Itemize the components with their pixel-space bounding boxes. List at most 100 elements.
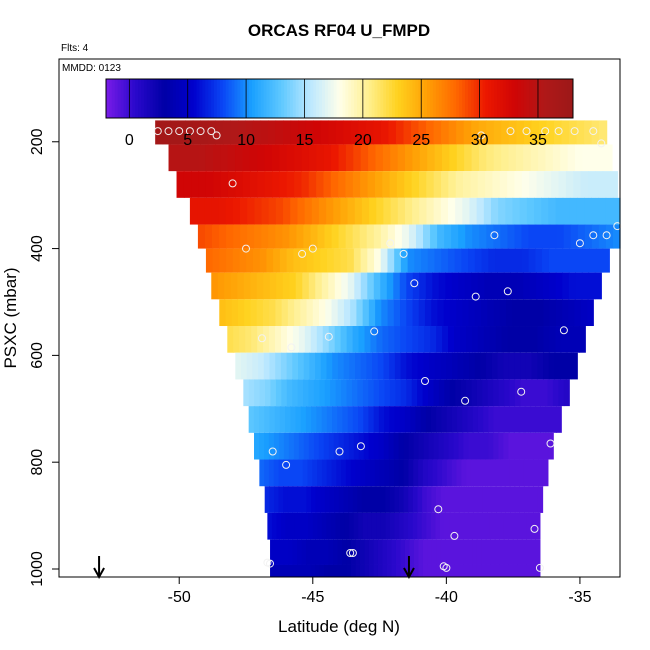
heat-cell bbox=[318, 432, 325, 460]
y-tick-label: 200 bbox=[29, 128, 46, 155]
colorbar-swatch bbox=[351, 79, 355, 118]
heat-cell bbox=[360, 144, 369, 172]
heat-cell bbox=[294, 171, 303, 198]
heat-cell bbox=[493, 224, 501, 249]
colorbar-swatch bbox=[240, 79, 244, 118]
heat-cell bbox=[271, 512, 278, 540]
heat-cell bbox=[427, 459, 434, 487]
heat-cell bbox=[446, 352, 453, 380]
heat-cell bbox=[347, 406, 354, 433]
heat-cell bbox=[515, 144, 524, 172]
obs-point bbox=[570, 127, 579, 136]
heat-cell bbox=[436, 326, 443, 353]
heat-cell bbox=[480, 459, 486, 487]
heat-cell bbox=[371, 512, 377, 540]
heat-cell bbox=[423, 352, 430, 380]
heat-cell bbox=[505, 197, 514, 225]
colorbar-swatch bbox=[284, 79, 288, 118]
heat-cell bbox=[275, 197, 284, 225]
heat-cell bbox=[548, 352, 556, 380]
heat-cell bbox=[306, 486, 312, 513]
heat-cell bbox=[197, 224, 206, 249]
heat-cell bbox=[321, 406, 328, 433]
heat-cell bbox=[556, 224, 565, 249]
heat-cell bbox=[474, 352, 481, 380]
heat-cell bbox=[493, 120, 502, 145]
heat-cell bbox=[389, 379, 397, 407]
heat-cell bbox=[591, 197, 600, 225]
heat-cell bbox=[588, 272, 596, 300]
colorbar-swatch bbox=[228, 79, 233, 118]
heat-cell bbox=[227, 144, 236, 172]
heat-cell bbox=[318, 197, 327, 225]
heat-cell bbox=[536, 379, 543, 407]
heat-cell bbox=[507, 171, 516, 198]
heat-cell bbox=[341, 459, 347, 487]
heat-cell bbox=[298, 352, 305, 380]
heat-cell bbox=[391, 564, 397, 577]
heat-cell bbox=[476, 512, 482, 540]
heat-cell bbox=[287, 299, 295, 327]
heat-cell bbox=[465, 224, 473, 249]
heat-cell bbox=[442, 459, 448, 487]
heat-cell bbox=[537, 352, 544, 380]
heat-cell bbox=[500, 224, 509, 249]
heat-cell bbox=[414, 248, 422, 273]
heat-cell bbox=[481, 564, 487, 577]
heat-cell bbox=[451, 224, 459, 249]
heat-cell bbox=[297, 459, 304, 487]
heat-cell bbox=[573, 171, 582, 198]
heat-cell bbox=[400, 564, 406, 577]
heat-cell bbox=[315, 564, 321, 577]
heat-cell bbox=[350, 120, 359, 145]
heat-cell bbox=[394, 459, 400, 487]
heat-cell bbox=[315, 486, 321, 513]
heat-cell bbox=[264, 144, 273, 172]
heat-cell bbox=[441, 120, 450, 145]
heat-cell bbox=[494, 459, 501, 487]
heat-cell bbox=[508, 248, 516, 273]
heat-cell bbox=[394, 352, 402, 380]
heat-cell bbox=[535, 539, 541, 565]
heat-cell bbox=[301, 539, 307, 565]
heat-cell bbox=[366, 486, 372, 513]
heat-cell bbox=[278, 486, 284, 513]
heat-cell bbox=[503, 539, 509, 565]
heat-cell bbox=[476, 564, 482, 577]
heat-cell bbox=[382, 539, 388, 565]
heat-cell bbox=[461, 459, 467, 487]
heat-cell bbox=[486, 352, 493, 380]
heat-cell bbox=[349, 352, 356, 380]
heat-cell bbox=[523, 459, 530, 487]
obs-point bbox=[196, 127, 205, 136]
heat-cell bbox=[412, 299, 420, 327]
heat-cell bbox=[493, 299, 501, 327]
heat-cell bbox=[492, 171, 501, 198]
heat-cell bbox=[427, 248, 436, 273]
colorbar-swatch bbox=[158, 79, 162, 118]
heat-cell bbox=[398, 459, 405, 487]
heat-cell bbox=[451, 352, 459, 380]
heat-cell bbox=[439, 512, 446, 540]
heat-cell bbox=[550, 406, 557, 433]
heat-cell bbox=[335, 120, 344, 145]
heat-cell bbox=[407, 248, 415, 273]
heat-cell bbox=[230, 272, 238, 300]
heat-cell bbox=[537, 326, 545, 353]
heat-cell bbox=[300, 299, 308, 327]
heat-cell bbox=[531, 352, 538, 380]
heat-cell bbox=[404, 171, 413, 198]
heat-cell bbox=[423, 224, 431, 249]
colorbar-swatch bbox=[111, 79, 116, 118]
colorbar-swatch bbox=[196, 79, 200, 118]
heat-cell bbox=[364, 564, 370, 577]
heat-cell bbox=[301, 486, 307, 513]
heat-cell bbox=[581, 272, 589, 300]
colorbar-swatch bbox=[333, 79, 338, 118]
heat-cell bbox=[389, 512, 396, 540]
obs-point bbox=[348, 549, 357, 557]
heat-cell bbox=[276, 272, 284, 300]
heat-cell bbox=[595, 248, 604, 273]
colorbar-swatch bbox=[529, 79, 533, 118]
heat-cell bbox=[316, 326, 324, 353]
